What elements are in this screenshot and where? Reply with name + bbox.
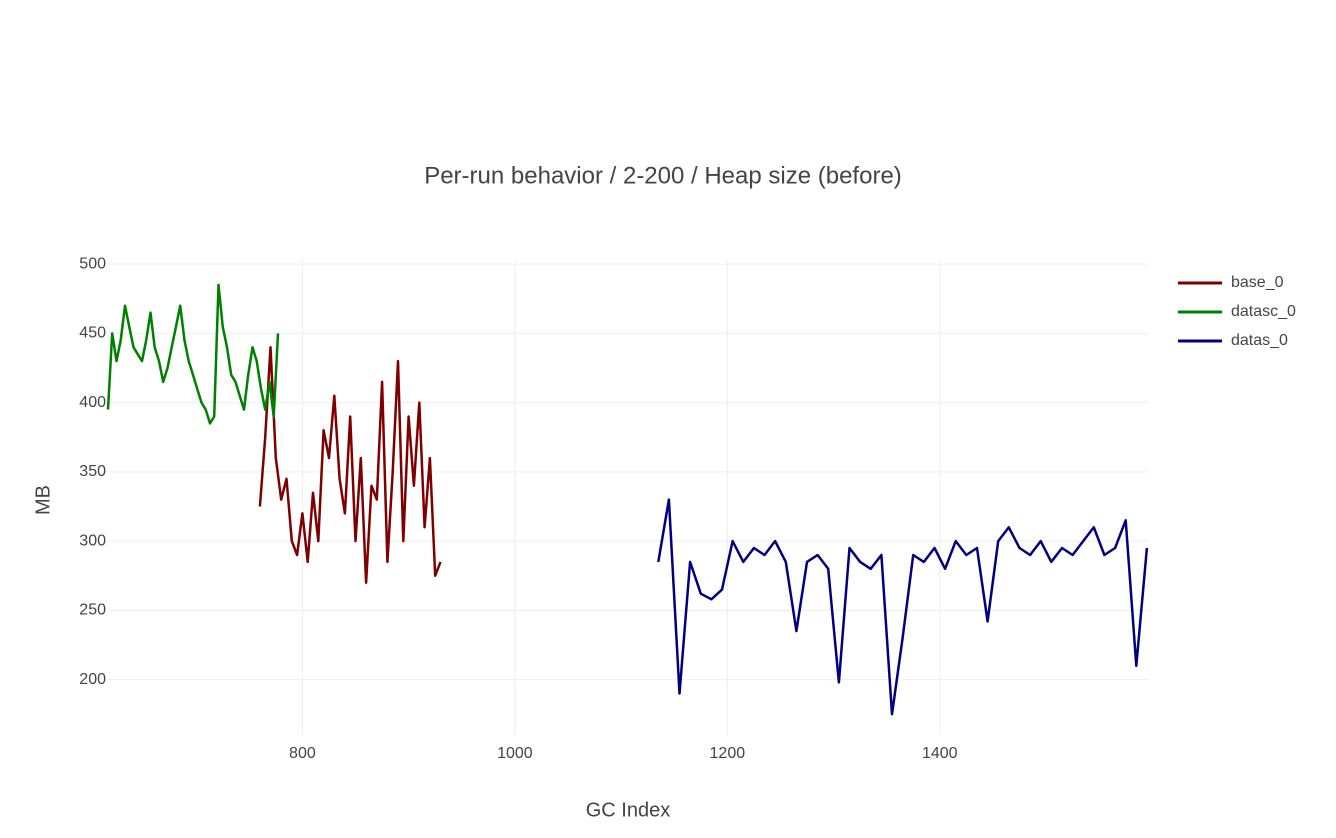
y-tick-label: 450 (79, 325, 106, 342)
series-line (657, 498, 1149, 716)
legend-label: datas_0 (1231, 332, 1288, 349)
series-line (258, 345, 442, 584)
legend-label: datasc_0 (1231, 303, 1296, 320)
x-axis-title: GC Index (586, 799, 670, 821)
y-tick-label: 250 (79, 602, 106, 619)
y-tick-label: 300 (79, 532, 106, 549)
x-tick-label: 800 (289, 745, 316, 762)
x-tick-label: 1000 (497, 745, 533, 762)
y-tick-label: 500 (79, 255, 106, 272)
series-line (106, 283, 280, 425)
chart-title: Per-run behavior / 2-200 / Heap size (be… (424, 162, 902, 189)
legend-label: base_0 (1231, 274, 1284, 291)
x-tick-label: 1400 (922, 745, 958, 762)
y-tick-label: 350 (79, 463, 106, 480)
y-axis-title: MB (32, 485, 54, 515)
y-tick-label: 200 (79, 671, 106, 688)
x-tick-label: 1200 (710, 745, 746, 762)
y-tick-label: 400 (79, 394, 106, 411)
